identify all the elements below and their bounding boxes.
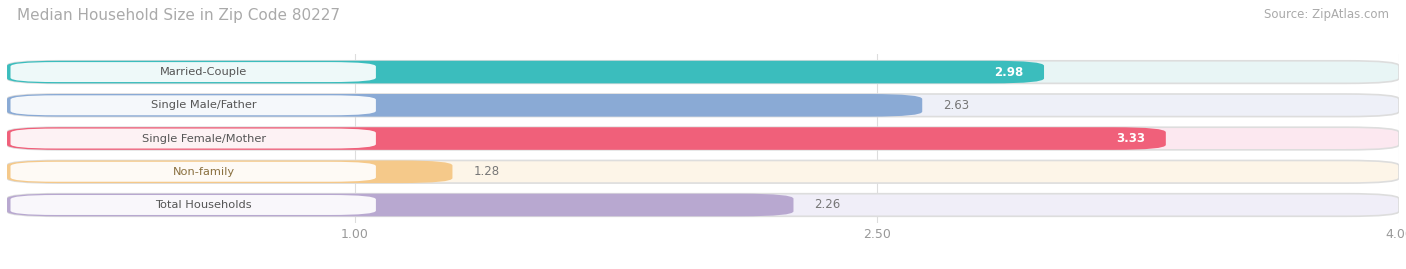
FancyBboxPatch shape [7,127,1399,150]
FancyBboxPatch shape [7,161,453,183]
FancyBboxPatch shape [7,194,1399,216]
FancyBboxPatch shape [7,94,1399,116]
FancyBboxPatch shape [10,95,375,115]
FancyBboxPatch shape [7,127,1166,150]
FancyBboxPatch shape [10,162,375,182]
Text: 2.98: 2.98 [994,66,1024,79]
Text: Total Households: Total Households [155,200,252,210]
FancyBboxPatch shape [10,195,375,215]
FancyBboxPatch shape [7,161,1399,183]
Text: Non-family: Non-family [173,167,235,177]
Text: 2.26: 2.26 [814,199,841,211]
Text: 1.28: 1.28 [474,165,499,178]
Text: Source: ZipAtlas.com: Source: ZipAtlas.com [1264,8,1389,21]
Text: Married-Couple: Married-Couple [160,67,247,77]
FancyBboxPatch shape [7,61,1045,83]
FancyBboxPatch shape [7,194,793,216]
Text: 2.63: 2.63 [943,99,969,112]
FancyBboxPatch shape [10,129,375,148]
Text: Single Female/Mother: Single Female/Mother [142,133,266,144]
Text: 3.33: 3.33 [1116,132,1144,145]
FancyBboxPatch shape [7,61,1399,83]
FancyBboxPatch shape [10,62,375,82]
Text: Median Household Size in Zip Code 80227: Median Household Size in Zip Code 80227 [17,8,340,23]
FancyBboxPatch shape [7,94,922,116]
Text: Single Male/Father: Single Male/Father [150,100,256,110]
